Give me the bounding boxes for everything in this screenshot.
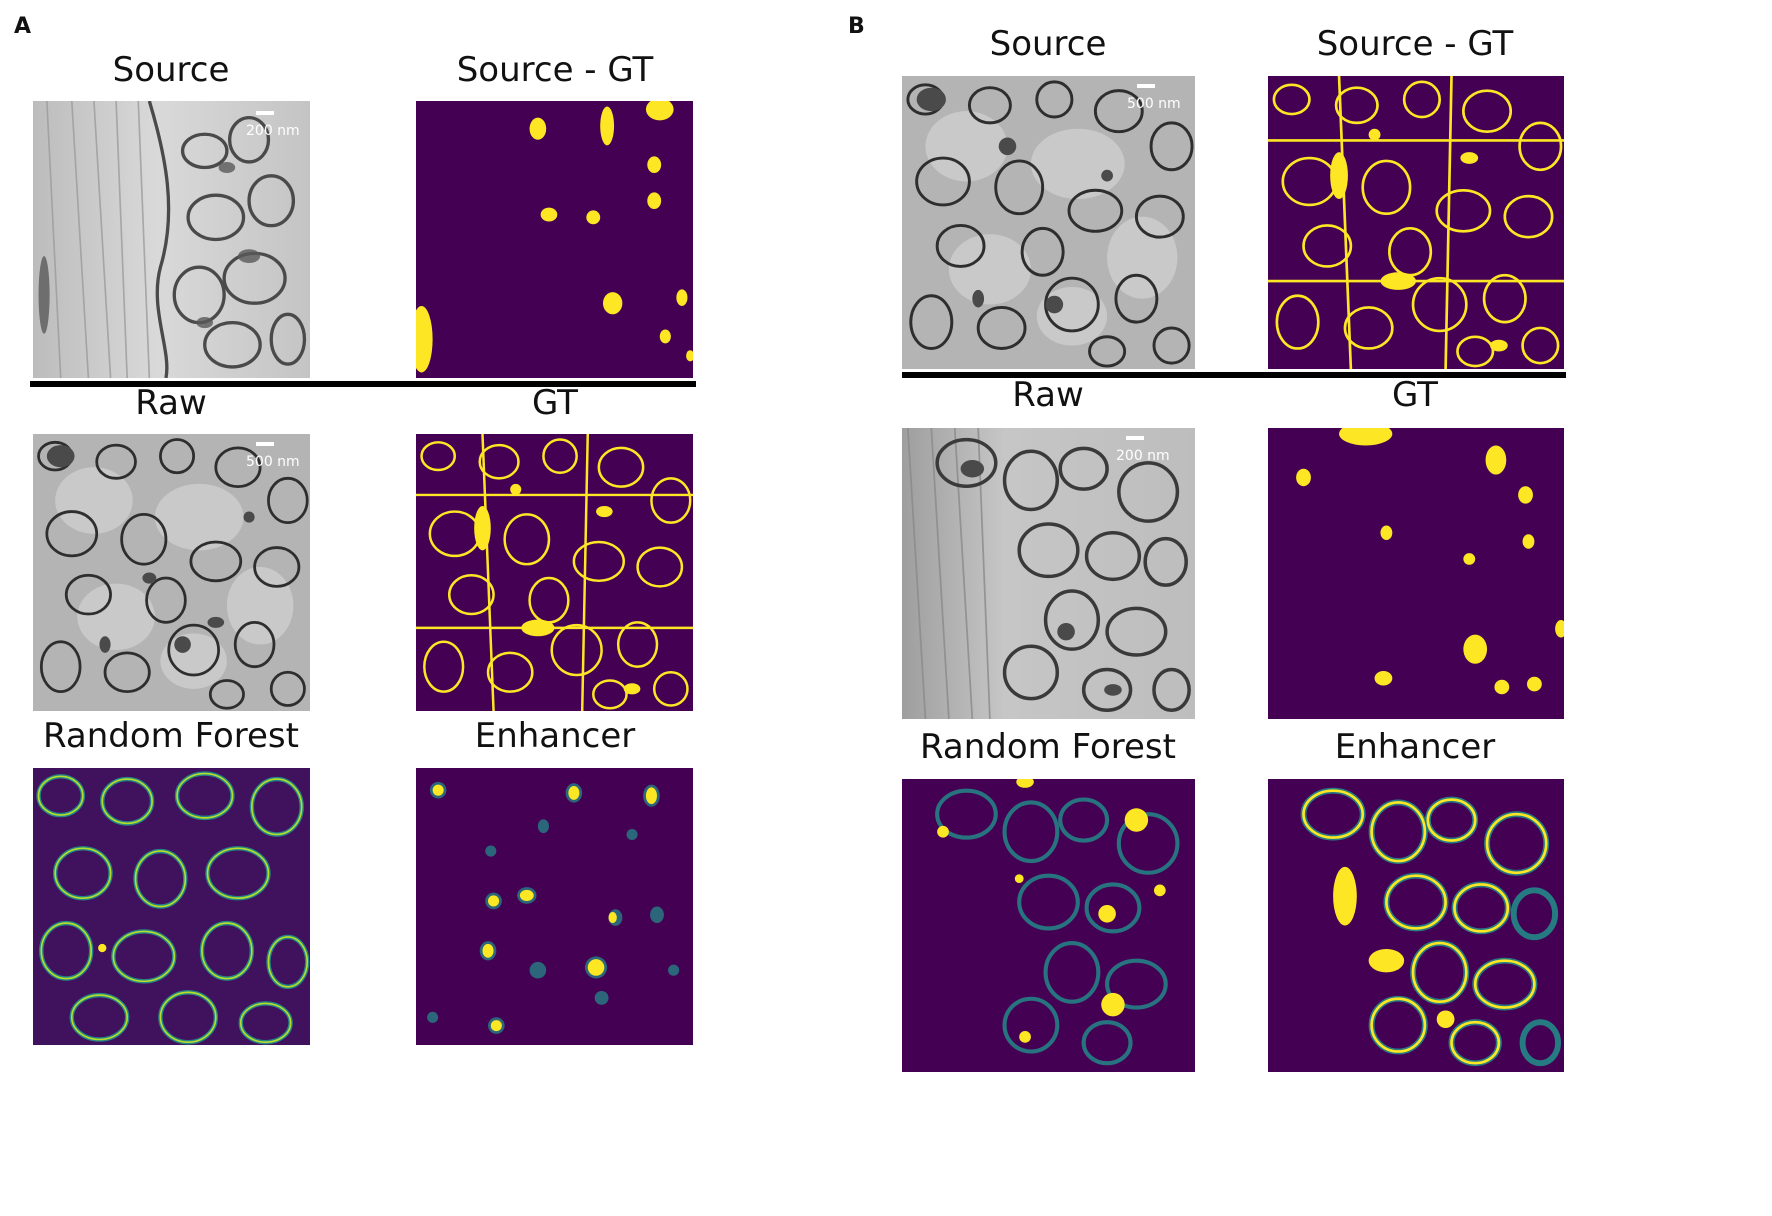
panel-a-raw-title: Raw (135, 383, 207, 423)
panel-a-label: A (14, 14, 32, 39)
panel-b-raw-title: Raw (1012, 375, 1084, 415)
panel-a-source-gt-title: Source - GT (456, 50, 654, 90)
panel-a-source-image: 200 nm (33, 101, 310, 378)
panel-a-enhancer-title: Enhancer (474, 716, 636, 756)
scale-bar-icon (1126, 436, 1144, 440)
panel-b-source-image: 500 nm (902, 76, 1195, 369)
panel-b-raw-scalebar-label: 200 nm (1116, 448, 1170, 464)
panel-b-source-gt-title: Source - GT (1316, 24, 1514, 64)
scale-bar-icon (1137, 84, 1155, 88)
scale-bar-icon (256, 111, 274, 115)
panel-b-gt-title: GT (1392, 375, 1438, 415)
panel-a-raw-scalebar-label: 500 nm (246, 454, 300, 470)
panel-b-random-forest-title: Random Forest (920, 727, 1176, 767)
panel-b-separator (902, 372, 1566, 378)
panel-b-enhancer-image (1268, 779, 1564, 1072)
panel-b-source-gt-image (1268, 76, 1564, 369)
panel-a-gt-image (416, 434, 693, 711)
panel-b-source-title: Source (989, 24, 1107, 64)
panel-b-gt-image (1268, 428, 1564, 719)
panel-a-gt-title: GT (532, 383, 578, 423)
scale-bar-icon (256, 442, 274, 446)
panel-b-raw-image: 200 nm (902, 428, 1195, 719)
panel-b-enhancer-title: Enhancer (1334, 727, 1496, 767)
panel-a-random-forest-image (33, 768, 310, 1045)
panel-a-source-title: Source (112, 50, 230, 90)
panel-a-enhancer-image (416, 768, 693, 1045)
panel-a-random-forest-title: Random Forest (43, 716, 299, 756)
panel-b-random-forest-image (902, 779, 1195, 1072)
panel-a-source-scalebar-label: 200 nm (246, 123, 300, 139)
panel-a-source-gt-image (416, 101, 693, 378)
panel-b-source-scalebar-label: 500 nm (1127, 96, 1181, 112)
panel-a-separator (30, 381, 696, 387)
panel-a-raw-image: 500 nm (33, 434, 310, 711)
panel-b-label: B (848, 14, 865, 39)
